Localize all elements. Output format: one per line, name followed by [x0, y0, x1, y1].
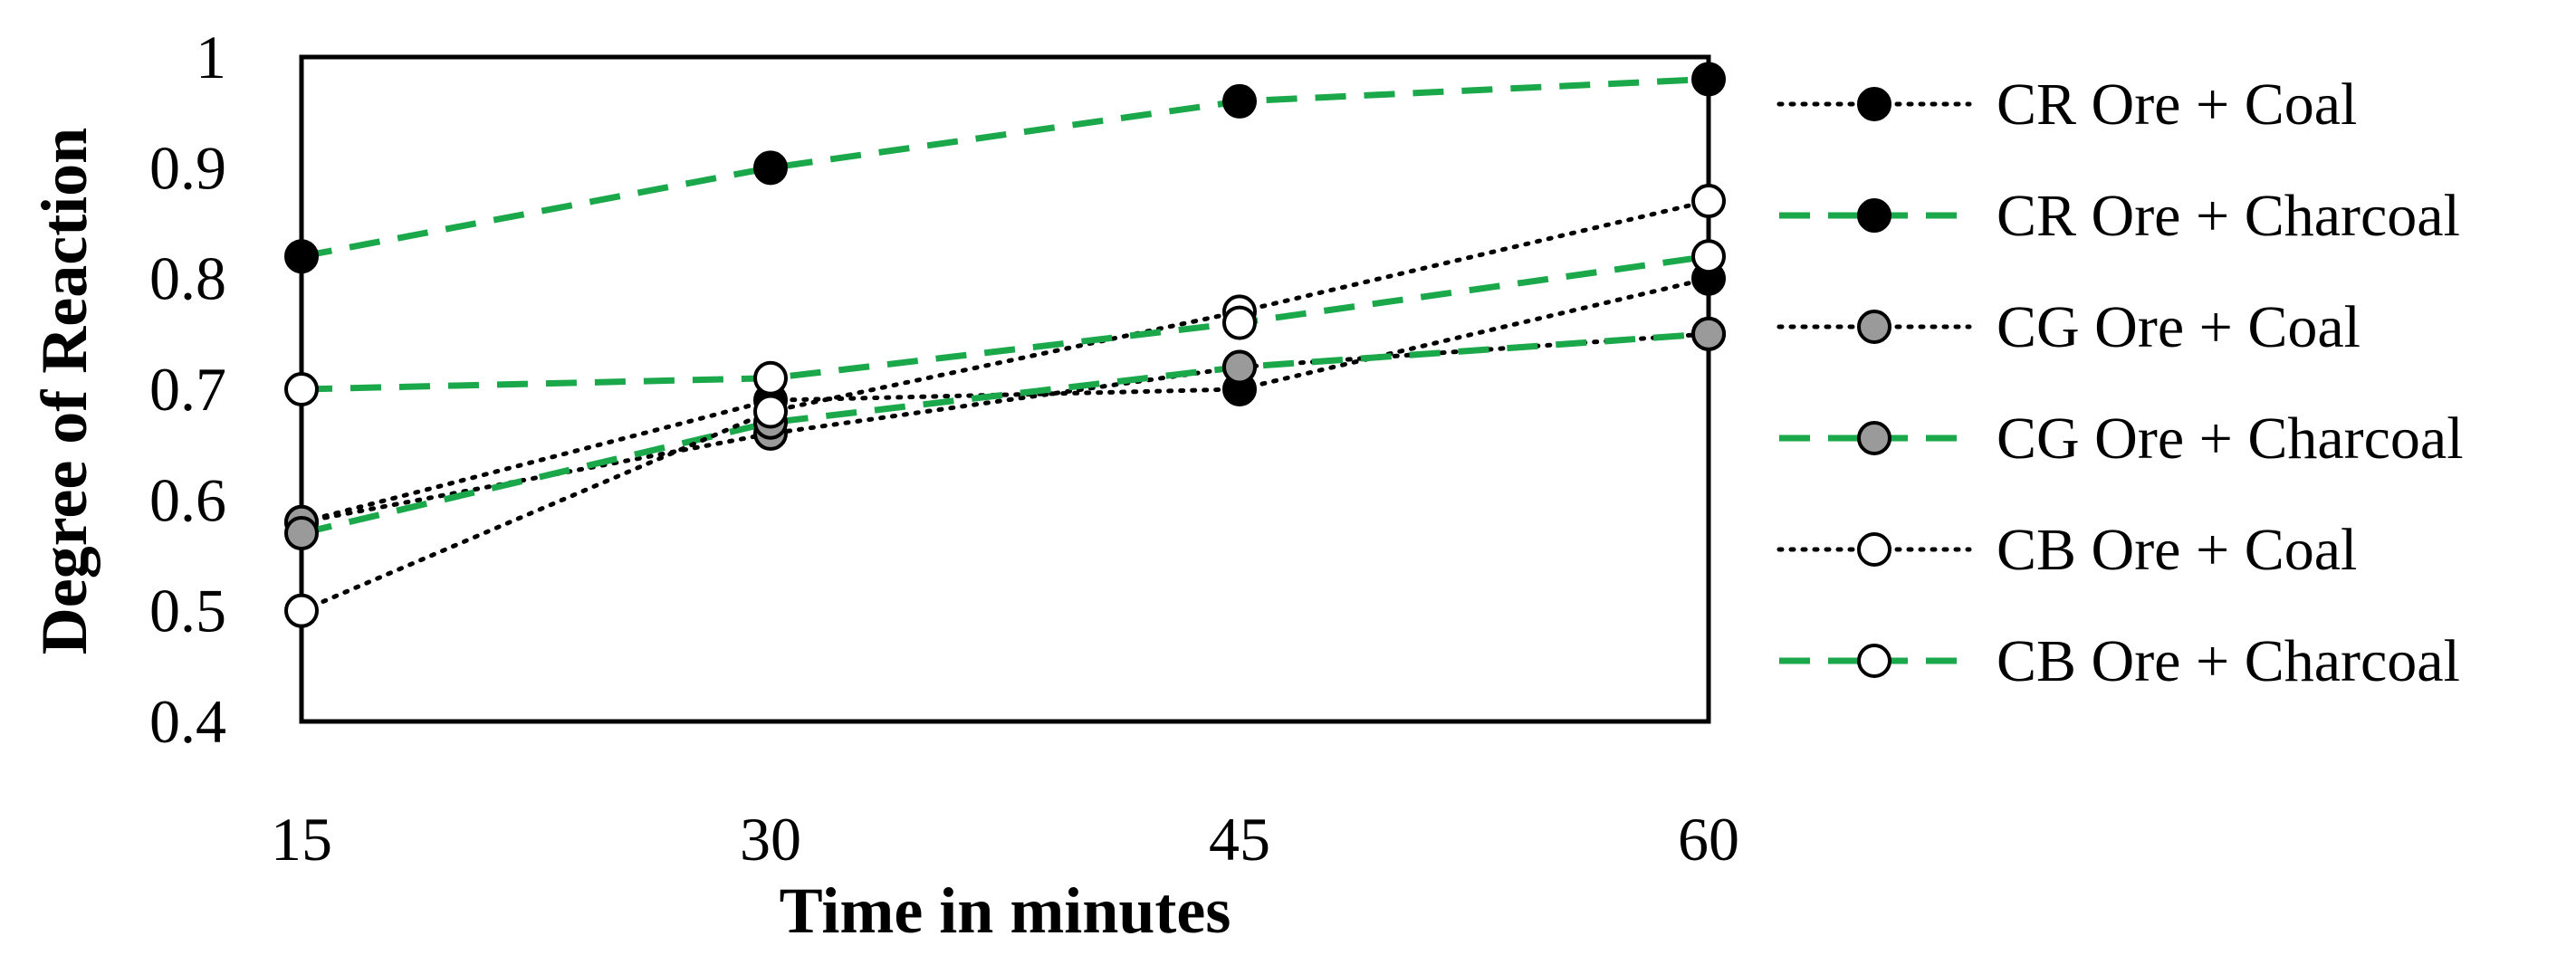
legend-item: CB Ore + Coal: [1776, 517, 2357, 583]
data-point: [1222, 305, 1257, 340]
series-line: [301, 75, 1709, 260]
legend-label: CG Ore + Charcoal: [1997, 406, 2464, 472]
legend-item: CG Ore + Coal: [1776, 294, 2361, 360]
legend-label: CG Ore + Coal: [1997, 294, 2361, 360]
legend-marker: [1857, 310, 1891, 344]
series-line: [299, 276, 1711, 525]
y-tick-label: 0.9: [149, 133, 226, 202]
data-point: [1691, 239, 1726, 274]
data-point: [284, 239, 319, 274]
legend: CR Ore + Coal CR Ore + Charcoal CG Ore + C…: [1776, 72, 2464, 694]
series-5: [301, 253, 1709, 393]
series-4: [299, 198, 1711, 614]
legend-marker: [1857, 87, 1891, 121]
x-tick-label: 60: [1678, 805, 1739, 874]
data-point: [284, 516, 319, 551]
data-point: [1222, 349, 1257, 385]
series-markers-4: [284, 184, 1726, 628]
y-tick-label: 1: [196, 23, 226, 91]
y-tick-label: 0.4: [149, 687, 226, 756]
legend-item: CR Ore + Charcoal: [1779, 183, 2460, 249]
data-point: [1691, 62, 1726, 97]
tick-labels: 0.4 0.5 0.6 0.7 0.8 0.9 1 15 30 45 60: [149, 23, 1739, 874]
legend-marker: [1857, 198, 1891, 233]
data-point: [1222, 83, 1257, 119]
legend-label: CR Ore + Charcoal: [1997, 183, 2460, 249]
x-tick-label: 30: [740, 805, 801, 874]
y-axis-title: Degree of Reaction: [28, 128, 101, 654]
series-markers-1: [284, 62, 1726, 274]
legend-label: CB Ore + Charcoal: [1997, 628, 2460, 694]
series-markers-5: [284, 239, 1726, 406]
plot-frame: [299, 54, 1711, 724]
x-axis-title: Time in minutes: [780, 874, 1231, 947]
plot-area: [299, 54, 1711, 724]
legend-marker: [1857, 644, 1891, 678]
legend-label: CB Ore + Coal: [1997, 517, 2357, 583]
series-markers-3: [284, 316, 1726, 551]
series-1: [301, 75, 1709, 260]
y-tick-label: 0.6: [149, 465, 226, 534]
x-tick-label: 45: [1209, 805, 1270, 874]
data-point: [284, 372, 319, 406]
data-point: [1691, 184, 1726, 219]
x-tick-label: 15: [271, 805, 332, 874]
y-tick-label: 0.7: [149, 355, 226, 424]
series-markers-0: [284, 261, 1726, 540]
legend-item: CB Ore + Charcoal: [1779, 628, 2460, 694]
series-3: [301, 330, 1709, 537]
data-point: [1691, 316, 1726, 351]
legend-item: CG Ore + Charcoal: [1779, 406, 2464, 472]
data-point: [753, 150, 788, 186]
series-line: [301, 330, 1709, 537]
data-point: [753, 360, 788, 396]
legend-marker: [1857, 532, 1891, 567]
data-point: [753, 394, 788, 429]
legend-marker: [1857, 421, 1891, 455]
series-line: [299, 198, 1711, 614]
legend-item: CR Ore + Coal: [1776, 72, 2357, 138]
series-line: [301, 253, 1709, 393]
y-tick-label: 0.8: [149, 244, 226, 313]
legend-label: CR Ore + Coal: [1997, 72, 2357, 138]
series-line: [299, 331, 1711, 525]
series-layer: [284, 62, 1726, 628]
data-point: [284, 593, 319, 628]
series-2: [299, 331, 1711, 525]
y-tick-label: 0.5: [149, 577, 226, 645]
series-0: [299, 276, 1711, 525]
